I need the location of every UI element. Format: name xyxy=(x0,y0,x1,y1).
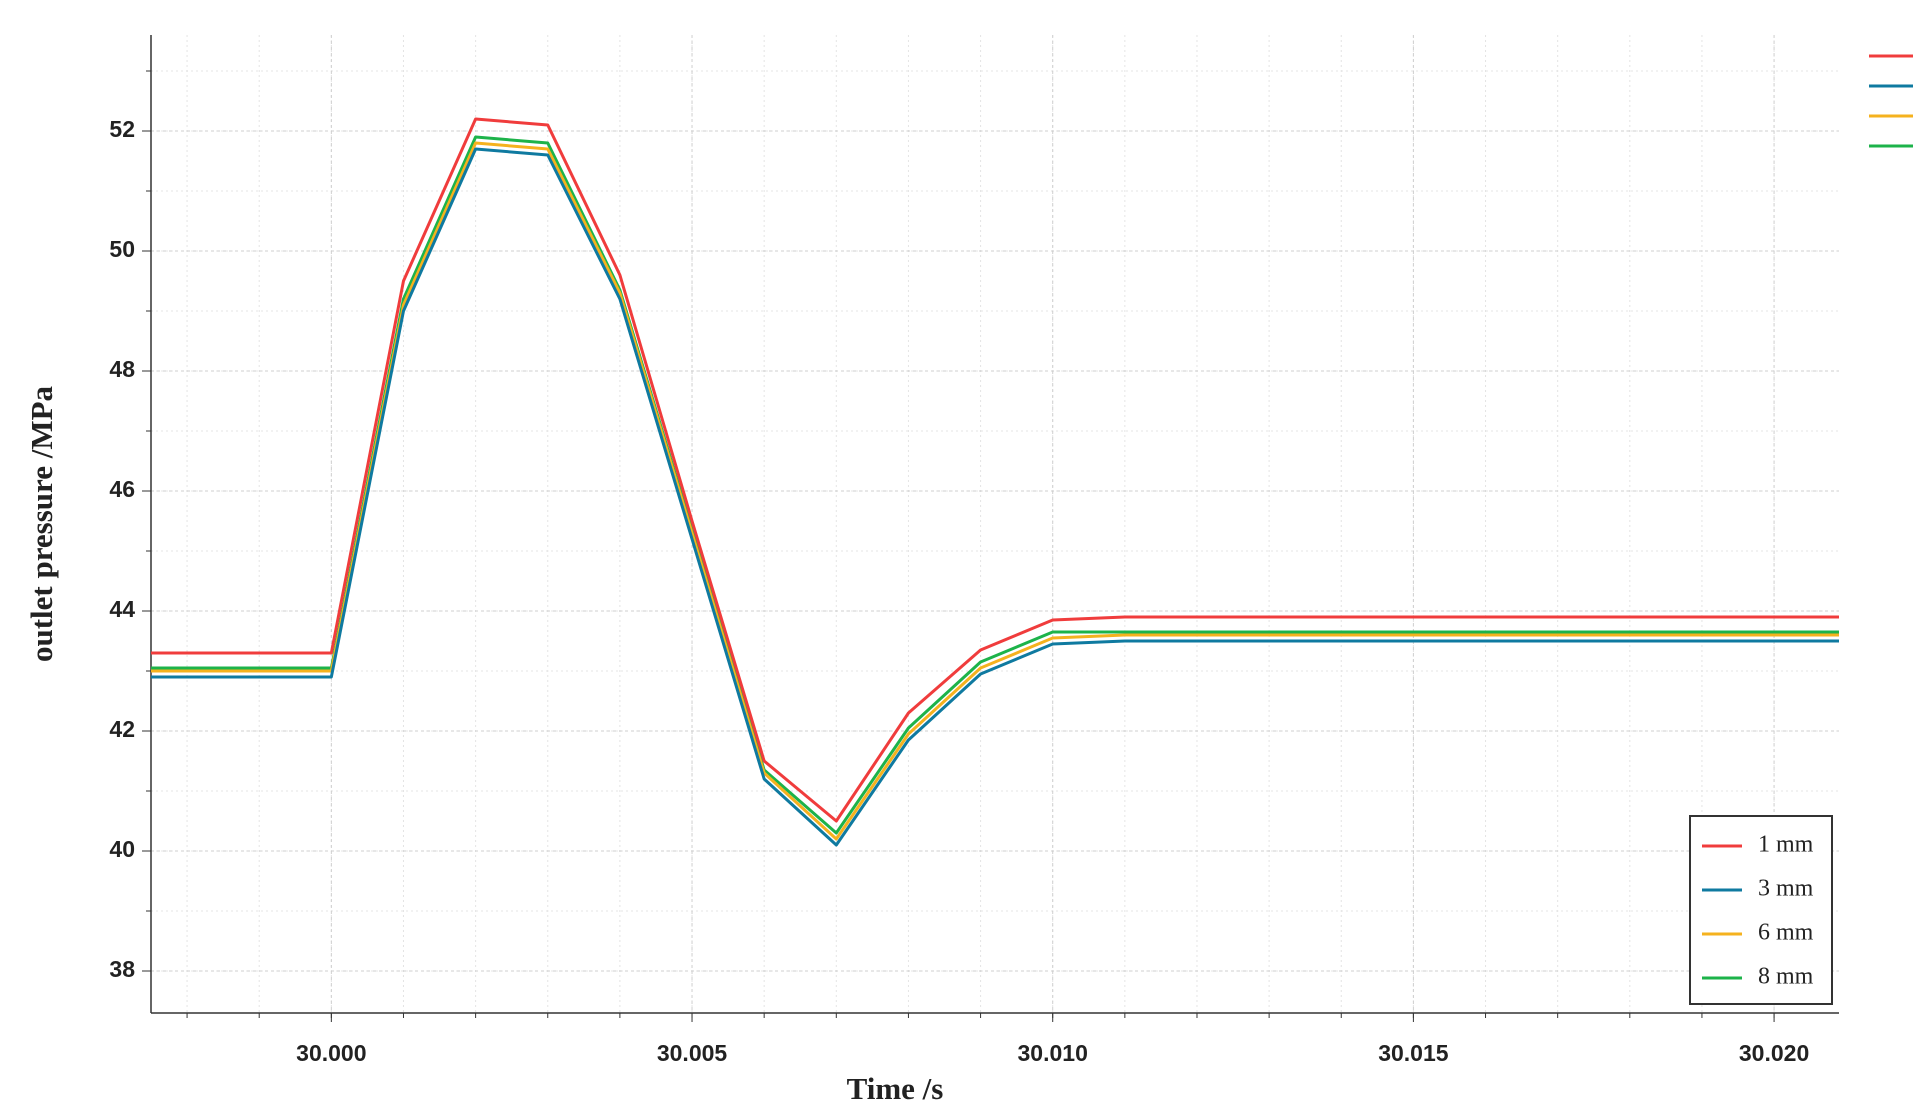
series-line xyxy=(151,117,1839,823)
y-tick-label: 42 xyxy=(109,716,135,742)
legend-label: 8 mm xyxy=(1758,964,1814,990)
y-tick-label: 40 xyxy=(109,836,135,862)
x-axis-title: Time /s xyxy=(847,1071,944,1106)
y-tick-label: 38 xyxy=(109,956,135,982)
x-tick-label: 30.020 xyxy=(1739,1040,1809,1066)
legend-label: 3 mm xyxy=(1758,876,1814,902)
series-line xyxy=(151,141,1839,841)
y-tick-label: 46 xyxy=(109,476,135,502)
legend-label: 1 mm xyxy=(1758,832,1814,858)
x-tick-label: 30.000 xyxy=(296,1040,366,1066)
series-line xyxy=(151,135,1839,835)
y-tick-label: 50 xyxy=(109,236,135,262)
y-axis-title: outlet pressure /MPa xyxy=(24,385,59,662)
y-tick-label: 48 xyxy=(109,356,135,382)
x-tick-label: 30.010 xyxy=(1018,1040,1088,1066)
y-tick-label: 44 xyxy=(109,596,135,622)
legend-label: 6 mm xyxy=(1758,920,1814,946)
x-tick-label: 30.005 xyxy=(657,1040,728,1066)
series-line xyxy=(151,147,1839,847)
x-tick-label: 30.015 xyxy=(1378,1040,1449,1066)
y-tick-label: 52 xyxy=(109,116,135,142)
